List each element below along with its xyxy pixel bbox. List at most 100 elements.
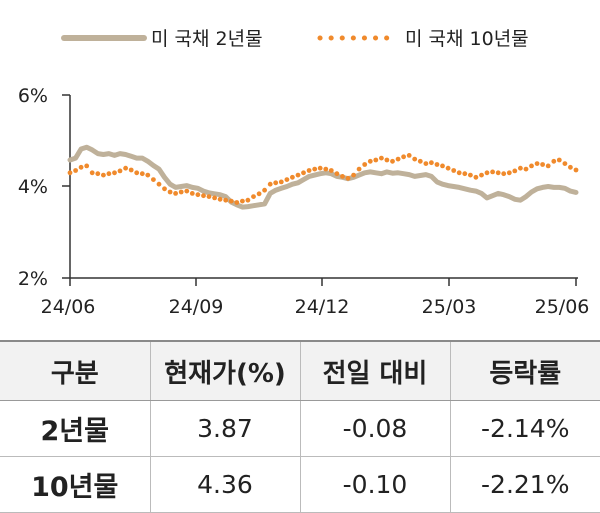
series-point-10y [195,192,201,198]
x-tick-label-2506: 25/06 [535,296,590,318]
series-point-10y [328,168,334,173]
series-point-10y [306,168,312,173]
series-point-10y [523,166,529,172]
cell-rate: -2.14% [449,400,600,457]
series-point-10y [201,193,206,199]
series-point-10y [189,191,195,196]
header-rate: 등락률 [449,340,600,401]
series-point-10y [356,166,362,172]
legend: 미 국채 2년물 미 국채 10년물 [61,28,529,50]
table-row: 10년물 4.36 -0.10 -2.21% [0,456,600,513]
row-label: 2년물 [0,400,150,457]
series-point-10y [151,177,156,183]
series-point-10y [479,172,484,178]
y-tick-label-6: 6% [18,85,48,107]
series-point-10y [556,157,562,163]
series-point-10y [145,172,151,178]
series-point-10y [156,181,162,187]
series-point-10y [551,158,557,164]
series-point-10y [529,163,534,169]
series-point-10y [240,198,245,204]
series-point-10y [367,158,373,164]
series-point-10y [273,180,279,186]
series-point-10y [112,170,117,176]
series-point-10y [512,168,518,174]
series-point-10y [501,171,507,177]
series-point-10y [473,174,479,180]
series-point-10y [178,189,184,195]
series-point-10y [256,191,262,197]
series-point-10y [540,162,545,167]
legend-label-10y: 미 국채 10년물 [405,28,529,50]
series-point-10y [390,158,395,164]
series-point-10y [568,164,573,170]
series-point-10y [206,194,212,200]
series-point-10y [423,161,429,167]
series-point-10y [340,174,345,179]
series-point-10y [462,171,468,177]
header-change: 전일 대비 [299,340,450,401]
series-point-10y [395,156,401,162]
series-point-10y [290,174,295,180]
series-point-10y [379,155,384,161]
x-tick-label-2409: 24/09 [169,296,224,318]
series-point-10y [167,189,173,195]
series-point-10y [212,195,218,201]
series-point-10y [317,165,323,171]
series-point-10y [89,170,95,176]
series-point-10y [162,186,167,192]
series-point-10y [245,197,251,203]
series-point-10y [401,154,406,160]
series-point-10y [267,181,273,187]
series-point-10y [373,157,379,163]
series-point-10y [545,163,551,169]
series-point-10y [351,172,356,178]
yield-table: 구분 현재가(%) 전일 대비 등락률 2년물 3.87 -0.08 -2.14… [0,340,600,513]
series-point-10y [184,188,190,194]
series-point-10y [139,171,145,177]
series-point-10y [451,168,457,173]
series-point-10y [384,157,390,163]
series-point-10y [412,156,418,162]
series-point-10y [440,163,445,169]
y-tick-label-4: 4% [18,176,48,198]
series-point-10y [101,172,106,178]
series-point-10y [334,171,340,177]
series-point-10y [251,194,256,200]
series-point-10y [223,197,229,203]
series-point-10y [128,167,134,173]
series-point-10y [123,165,128,171]
series-point-10y [217,196,223,202]
series-line-2y [67,144,579,210]
row-label: 10년물 [0,456,150,513]
series-point-10y [456,170,462,176]
series-point-10y [73,168,78,173]
series-point-10y [262,187,267,193]
series-point-10y [106,171,112,177]
series-point-10y [484,170,490,176]
cell-change: -0.08 [299,400,450,457]
series-point-10y [134,170,140,176]
series-point-10y [417,158,423,164]
series-point-10y [495,170,501,176]
y-tick-label-2: 2% [18,268,48,290]
series-point-10y [173,191,179,196]
series-point-10y [228,198,234,204]
series-point-10y [301,170,306,176]
series-point-10y [312,166,318,172]
x-tick-label-2412: 24/12 [295,296,350,318]
series-point-10y [67,170,73,176]
series-point-10y [468,172,473,178]
series-point-10y [429,160,434,166]
series-dots-10y [67,153,579,205]
series-point-10y [78,164,84,170]
series-point-10y [84,163,90,169]
series-point-10y [518,165,523,171]
series-point-10y [295,172,301,178]
series-point-10y [278,179,284,185]
cell-current: 3.87 [149,400,300,457]
series-point-10y [490,169,495,175]
cell-current: 4.36 [149,456,300,513]
series-point-10y [362,162,368,167]
yield-chart: 미 국채 2년물 미 국채 10년물 6% 4% 2% 24/06 24/09 … [18,28,590,318]
